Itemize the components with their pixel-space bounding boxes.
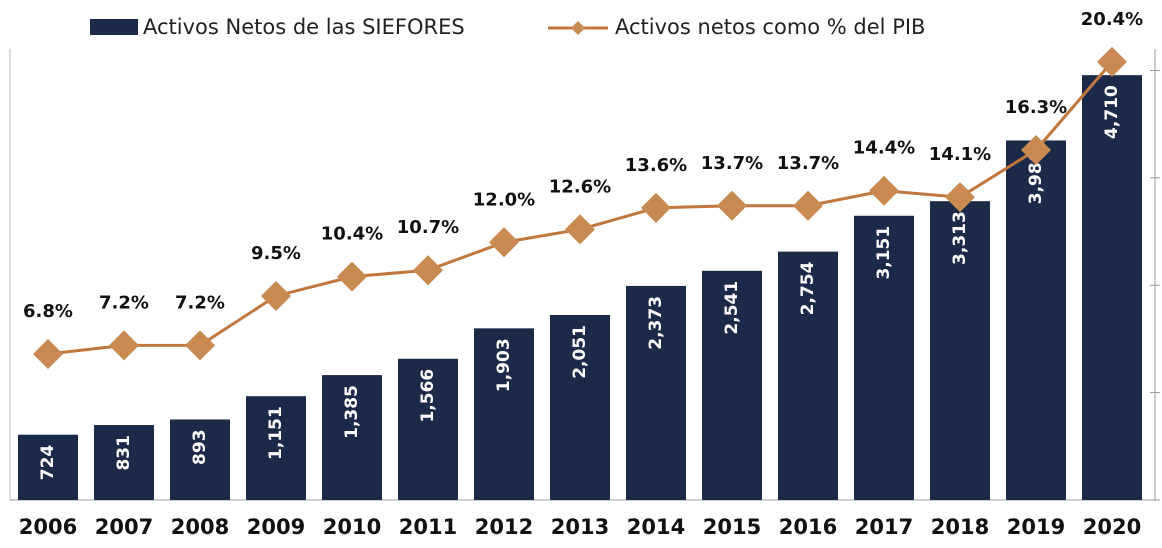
line-label: 7.2%	[175, 292, 225, 313]
marker	[869, 175, 899, 206]
x-tick-label: 2011	[399, 515, 457, 539]
bar	[322, 375, 382, 500]
bar	[550, 314, 610, 500]
line-label: 12.0%	[473, 189, 535, 210]
x-tick-label: 2017	[855, 515, 913, 539]
marker	[413, 255, 443, 286]
marker	[185, 330, 215, 361]
bar-label: 3,313	[950, 211, 970, 265]
line-label: 14.1%	[929, 144, 991, 165]
line-label: 13.7%	[701, 153, 763, 174]
line-label: 14.4%	[853, 138, 915, 159]
line-label: 13.7%	[777, 153, 839, 174]
bar-label: 831	[114, 435, 134, 471]
bar	[1082, 75, 1142, 501]
x-tick-label: 2010	[323, 515, 381, 539]
bar-label: 4,710	[1102, 85, 1122, 139]
marker	[565, 214, 595, 245]
bar	[930, 201, 990, 500]
x-tick-label: 2016	[779, 515, 837, 539]
bar-label: 1,385	[342, 385, 362, 439]
bar-label: 1,903	[494, 338, 514, 392]
x-tick-label: 2020	[1083, 515, 1141, 539]
x-tick-label: 2012	[475, 515, 533, 539]
bar-label: 1,151	[266, 406, 286, 460]
marker	[33, 338, 63, 369]
x-tick-label: 2014	[627, 515, 685, 539]
marker	[641, 192, 671, 223]
marker	[337, 261, 367, 292]
legend-swatch-bar	[90, 19, 138, 35]
x-tick-label: 2008	[171, 515, 229, 539]
bar-label: 2,754	[798, 261, 818, 315]
marker	[109, 330, 139, 361]
bar	[778, 251, 838, 500]
bar-label: 3,986	[1026, 150, 1046, 204]
marker	[261, 280, 291, 311]
marker	[793, 190, 823, 221]
line-label: 6.8%	[23, 301, 73, 322]
bar	[1006, 140, 1066, 500]
bar-label: 2,541	[722, 281, 742, 335]
line-label: 9.5%	[251, 243, 301, 264]
marker	[1097, 46, 1127, 77]
bar-label: 3,151	[874, 226, 894, 280]
x-tick-label: 2018	[931, 515, 989, 539]
legend-label: Activos netos como % del PIB	[615, 15, 925, 39]
marker	[945, 182, 975, 213]
x-tick-label: 2015	[703, 515, 761, 539]
x-tick-label: 2019	[1007, 515, 1065, 539]
bar-label: 1,566	[418, 369, 438, 423]
line-label: 13.6%	[625, 155, 687, 176]
marker	[1021, 134, 1051, 165]
marker	[717, 190, 747, 221]
x-tick-label: 2007	[95, 515, 153, 539]
line-label: 20.4%	[1081, 9, 1143, 30]
legend-swatch-marker	[571, 21, 585, 35]
bar-label: 2,373	[646, 296, 666, 350]
bar	[626, 285, 686, 500]
bar	[170, 419, 230, 500]
legend-label: Activos Netos de las SIEFORES	[143, 15, 465, 39]
bar	[854, 215, 914, 501]
line-label: 12.6%	[549, 176, 611, 197]
line-label: 16.3%	[1005, 97, 1067, 118]
bar-label: 724	[38, 445, 58, 481]
x-tick-label: 2009	[247, 515, 305, 539]
bar	[702, 270, 762, 500]
marker	[489, 227, 519, 258]
bar	[18, 434, 78, 500]
bar	[474, 328, 534, 500]
bar	[246, 396, 306, 500]
line-label: 7.2%	[99, 292, 149, 313]
bar	[398, 358, 458, 500]
x-tick-label: 2006	[19, 515, 77, 539]
line-label: 10.7%	[397, 217, 459, 238]
bar-label: 893	[190, 429, 210, 465]
bar	[94, 425, 154, 500]
x-tick-label: 2013	[551, 515, 609, 539]
line-label: 10.4%	[321, 224, 383, 245]
bar-label: 2,051	[570, 325, 590, 379]
